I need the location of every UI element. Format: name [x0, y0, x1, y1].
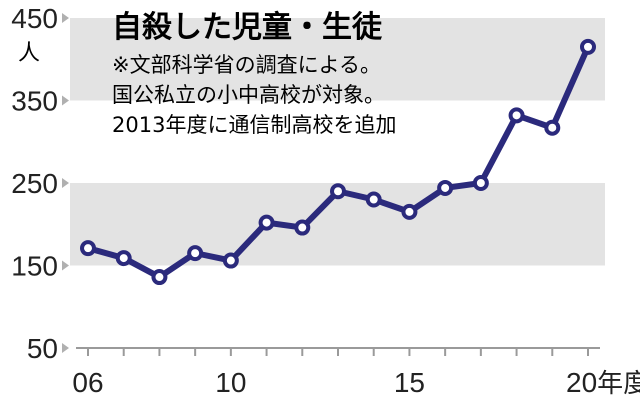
- y-tick-marker: [62, 178, 69, 188]
- data-point: [365, 191, 382, 208]
- y-tick-marker: [62, 260, 69, 271]
- axes: [62, 13, 600, 356]
- note-line-2: 国公私立の小中高校が対象。: [112, 83, 385, 107]
- x-unit-suffix: 年度: [597, 368, 640, 398]
- x-tick-label: 15: [394, 367, 425, 398]
- y-unit-label: 人: [18, 41, 40, 66]
- x-tick-label: 20年度: [566, 367, 640, 398]
- series-line-group: [80, 38, 596, 286]
- data-point: [472, 175, 489, 191]
- tick-labels: 50 150 250 350 450 人 06 10 15 20年度: [11, 3, 640, 398]
- chart-title: 自殺した児童・生徒: [112, 10, 383, 45]
- data-point: [187, 245, 204, 262]
- data-point: [80, 240, 96, 257]
- y-tick-marker: [62, 343, 69, 353]
- y-tick-label: 450: [11, 3, 58, 34]
- data-point: [151, 269, 168, 286]
- data-point: [294, 219, 311, 236]
- data-point: [222, 252, 239, 269]
- data-point: [544, 119, 561, 136]
- data-point: [580, 38, 596, 55]
- x-tick-label: 06: [72, 367, 103, 398]
- data-point: [508, 107, 525, 124]
- y-tick-marker: [62, 95, 69, 106]
- note-line-1: ※文部科学省の調査による。: [112, 53, 381, 77]
- data-point: [330, 183, 346, 200]
- y-tick-marker: [62, 13, 69, 23]
- data-point: [258, 214, 275, 231]
- y-tick-label: 150: [11, 251, 58, 282]
- data-point: [401, 203, 418, 220]
- x-tick-label: 10: [215, 367, 246, 398]
- shaded-band-1: [70, 18, 605, 101]
- y-tick-label: 250: [11, 168, 58, 199]
- y-tick-label: 350: [11, 86, 58, 117]
- data-point: [437, 179, 454, 196]
- data-point: [115, 250, 132, 267]
- title-block: 自殺した児童・生徒 ※文部科学省の調査による。 国公私立の小中高校が対象。 20…: [112, 10, 396, 137]
- note-line-3: 2013年度に通信制高校を追加: [112, 113, 396, 137]
- y-tick-label: 50: [27, 333, 58, 364]
